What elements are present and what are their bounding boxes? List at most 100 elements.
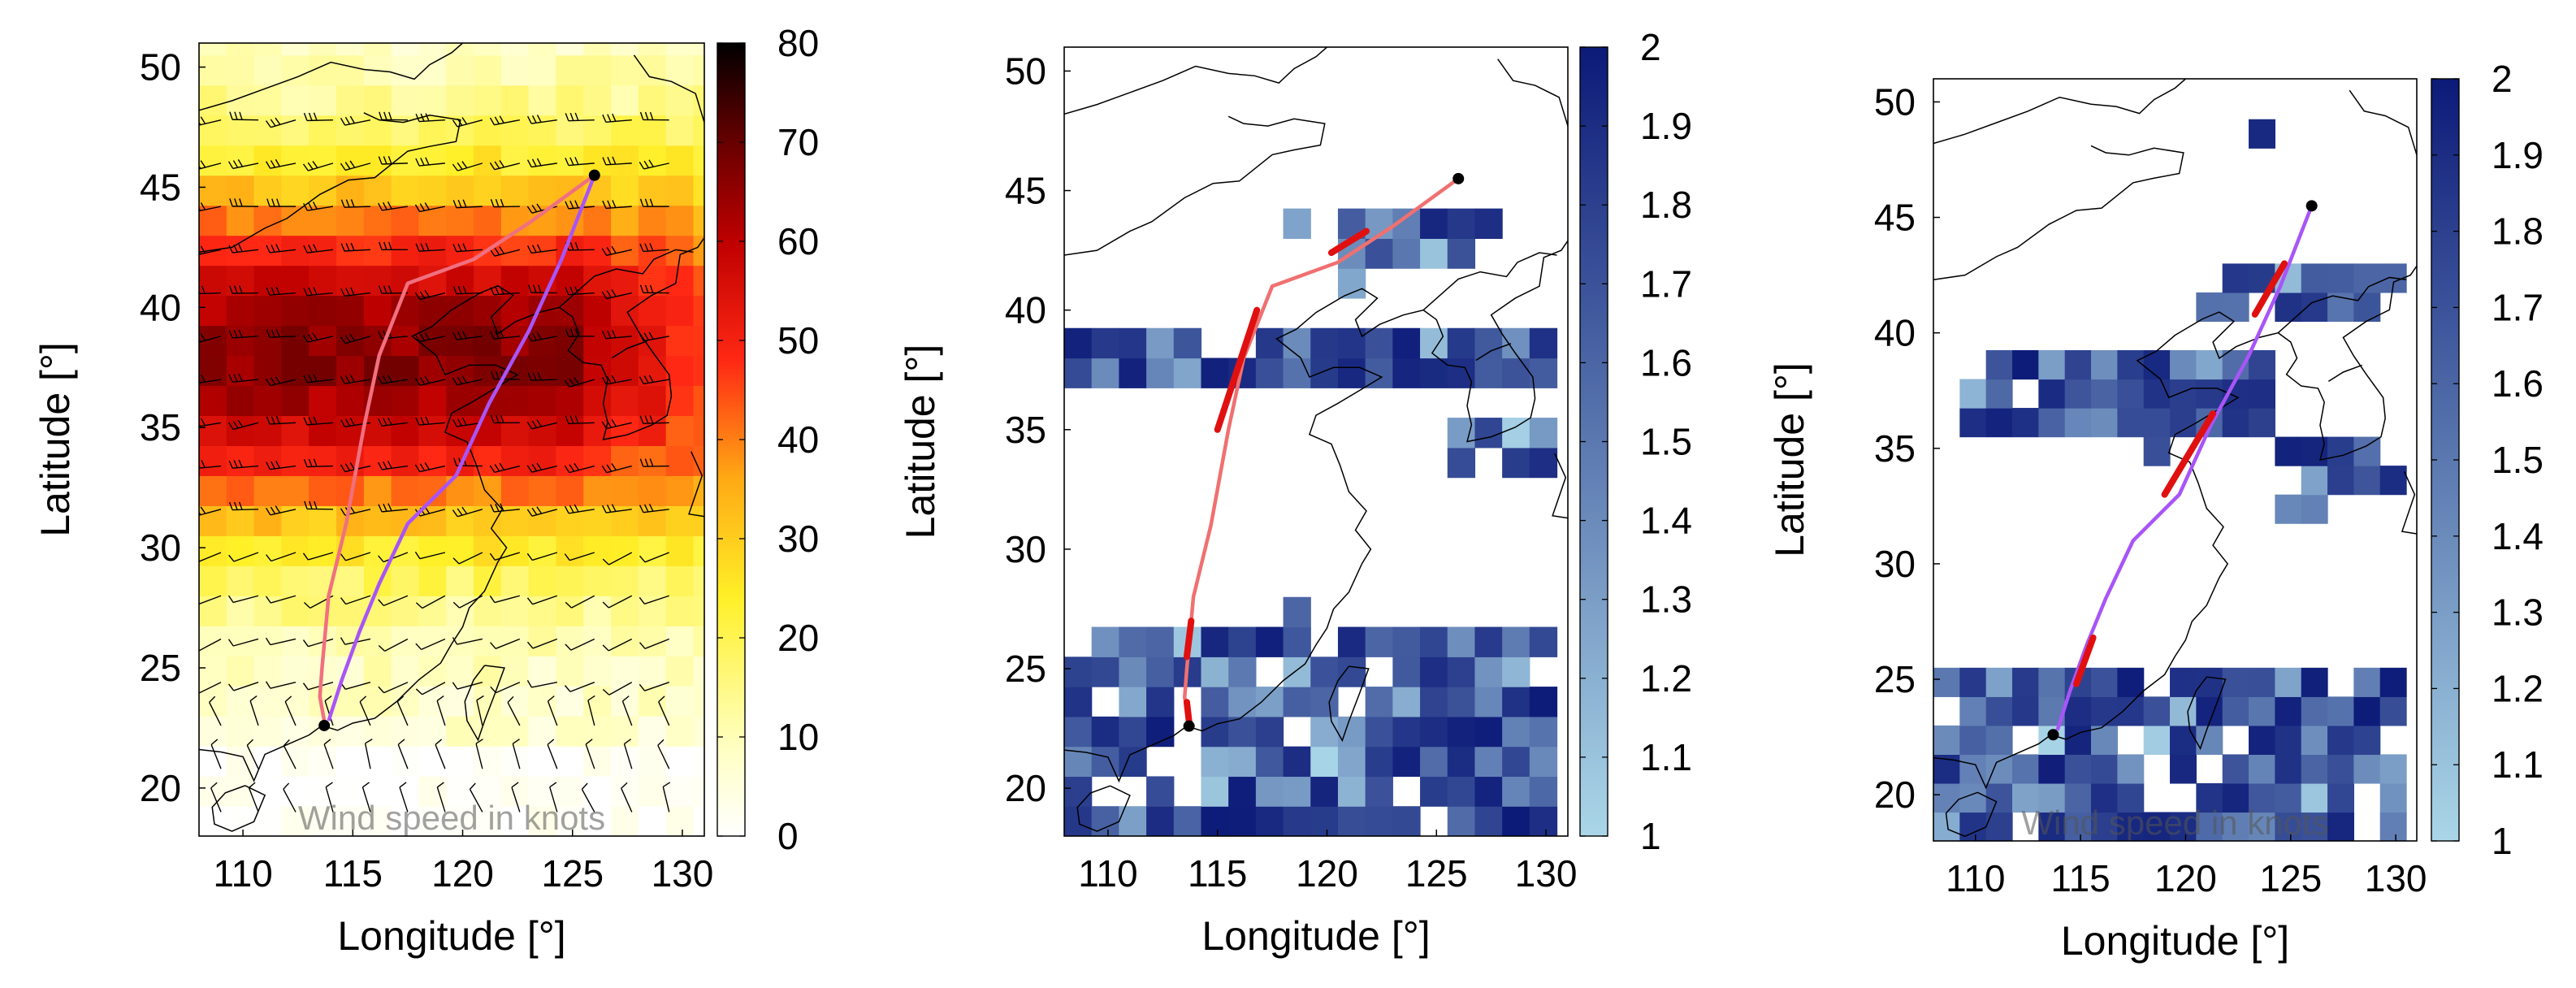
wind-barb-feather xyxy=(491,370,495,379)
heatmap-cell xyxy=(1228,656,1257,687)
heatmap-cell xyxy=(2301,292,2328,323)
heatmap-cell xyxy=(500,385,530,417)
wind-barb-feather xyxy=(494,161,500,169)
heatmap-cell xyxy=(391,235,420,266)
colorbar-tick-label: 1.4 xyxy=(1640,500,1692,542)
heatmap-cell xyxy=(2249,725,2275,756)
heatmap-cell xyxy=(1474,776,1503,807)
heatmap-cell xyxy=(474,175,502,206)
heatmap-cell xyxy=(500,415,530,446)
heatmap-cell xyxy=(446,746,474,777)
heatmap-cell xyxy=(199,776,227,807)
heatmap-cell xyxy=(1337,327,1366,359)
wind-barb-feather xyxy=(622,696,630,702)
wind-barb-shaft xyxy=(248,787,259,812)
wind-barb-shaft xyxy=(549,786,558,812)
heatmap-cell xyxy=(281,145,310,176)
heatmap-cell xyxy=(2353,667,2381,697)
heatmap-cell xyxy=(281,43,310,56)
wind-barb-feather xyxy=(526,465,533,473)
wind-barb-feather xyxy=(233,285,238,294)
heatmap-cell xyxy=(2196,349,2223,380)
heatmap-cell xyxy=(446,175,474,206)
colorbar-tick-label: 1.8 xyxy=(2492,210,2544,253)
heatmap-cell xyxy=(1529,358,1558,388)
wind-barb-feather xyxy=(383,111,387,120)
wind-barb-feather xyxy=(526,115,532,124)
coastline xyxy=(559,237,704,440)
heatmap-cell xyxy=(446,505,474,536)
heatmap-cell xyxy=(418,205,447,236)
wind-barb-feather xyxy=(420,243,425,252)
wind-barb-feather xyxy=(238,285,243,294)
wind-barb-feather xyxy=(340,508,346,516)
wind-barb-feather xyxy=(527,372,532,381)
wind-barb-feather xyxy=(574,112,579,121)
wind-barbs xyxy=(199,111,671,812)
wind-barb-feather xyxy=(639,243,644,252)
heatmap-cell xyxy=(583,445,612,476)
wind-barb-shaft xyxy=(271,552,297,562)
heatmap-cell xyxy=(528,385,557,417)
heatmap-cell xyxy=(1447,208,1476,239)
wind-barb-feather xyxy=(531,115,537,124)
heatmap-cell xyxy=(336,686,365,717)
wind-barb-feather xyxy=(275,286,280,295)
wind-barb-feather xyxy=(425,113,430,122)
wind-barb-feather xyxy=(457,508,463,516)
wind-barb-feather xyxy=(266,245,271,254)
wind-barb-feather xyxy=(275,415,280,424)
wind-barb-feather xyxy=(639,198,644,207)
wind-barb-feather xyxy=(536,506,543,514)
wind-barb-feather xyxy=(643,160,649,168)
heatmap-cell xyxy=(1474,656,1503,687)
wind-barb-feather xyxy=(452,377,458,386)
heatmap-cell xyxy=(226,716,255,747)
y-tick-label: 45 xyxy=(140,166,181,208)
heatmap-cell xyxy=(1420,626,1448,657)
wind-barb-feather xyxy=(490,504,495,513)
coastline xyxy=(688,451,704,518)
heatmap-cell xyxy=(2301,667,2328,697)
heatmap-cell xyxy=(446,385,474,417)
heatmap-cell xyxy=(556,325,584,357)
heatmap-cell xyxy=(226,325,255,357)
wind-barb-shaft xyxy=(383,682,409,694)
heatmap-cell xyxy=(2327,466,2354,496)
wind-barb-feather xyxy=(275,375,281,384)
heatmap-cell xyxy=(446,776,474,807)
wind-barb-feather xyxy=(536,332,542,340)
wind-barb-feather xyxy=(209,696,216,703)
wind-barb-feather xyxy=(313,244,318,253)
wind-barb-feather xyxy=(238,459,243,468)
heatmap-cell xyxy=(336,145,365,176)
wind-barb-shaft xyxy=(283,745,297,769)
y-tick-label: 40 xyxy=(140,286,181,328)
heatmap-cell xyxy=(1474,418,1503,448)
wind-barb-shaft xyxy=(271,595,297,604)
heatmap-cell xyxy=(1392,656,1421,687)
heatmap-cell xyxy=(2064,379,2092,409)
wind-barb-feather xyxy=(303,602,311,609)
wind-barb-feather xyxy=(489,249,496,257)
colorbar-tick-label: 1.7 xyxy=(2492,286,2544,328)
wind-barb-feather xyxy=(233,460,238,468)
wind-barb-feather xyxy=(452,682,458,690)
heatmap-cell xyxy=(2143,379,2171,409)
wind-barb-feather xyxy=(452,244,457,253)
heatmap-cell xyxy=(1173,327,1202,359)
heatmap-cell xyxy=(583,535,612,566)
heatmap-cell xyxy=(2327,696,2354,726)
wind-barb-feather xyxy=(307,202,313,210)
wind-barb-feather xyxy=(569,328,574,337)
wind-barb-feather xyxy=(233,501,238,510)
wind-barb-feather xyxy=(512,739,520,744)
heatmap-cell xyxy=(1985,725,2013,756)
wind-barb-feather xyxy=(490,199,495,207)
heatmap-cell xyxy=(528,54,557,86)
wind-barb-shaft xyxy=(531,682,557,688)
heatmap-cell xyxy=(638,385,667,417)
y-tick-label: 25 xyxy=(140,647,181,689)
heatmap-cell xyxy=(611,84,639,116)
wind-barb-shaft xyxy=(475,743,483,769)
